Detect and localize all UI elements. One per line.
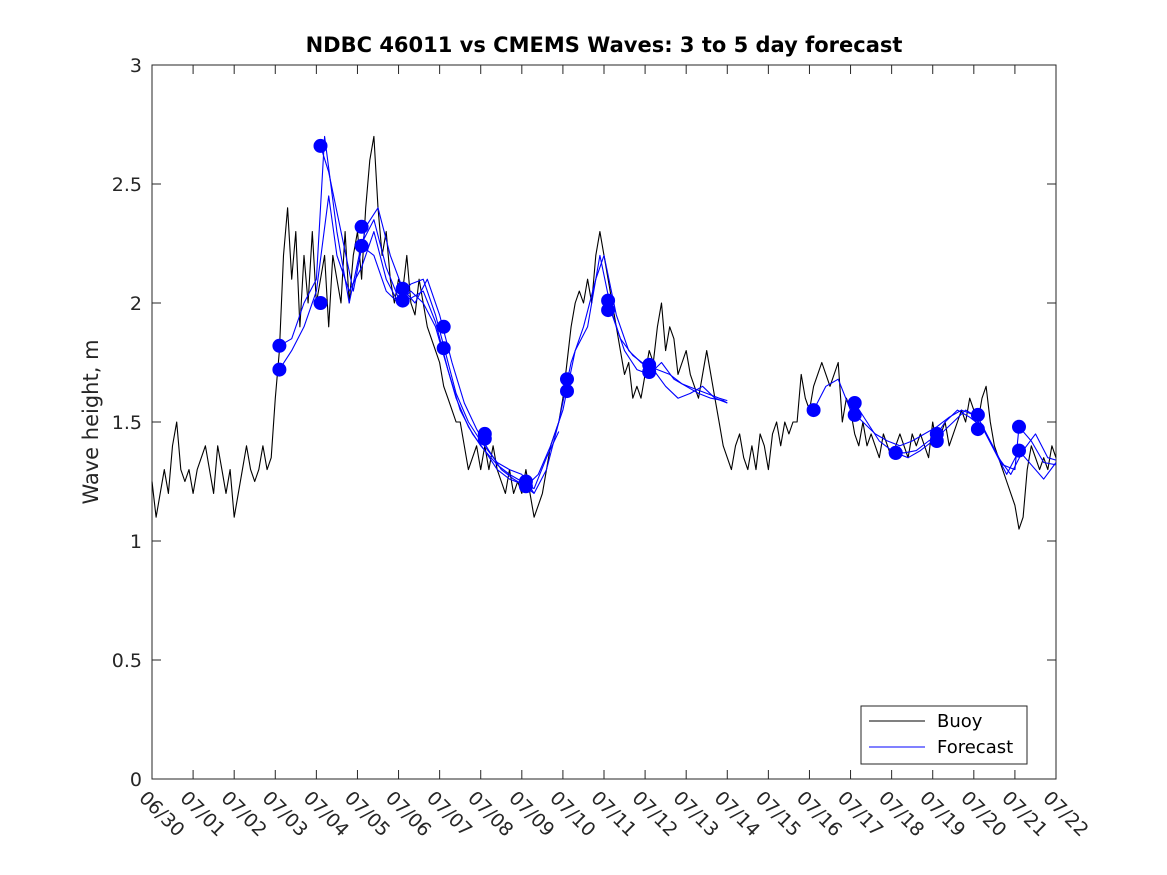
forecast-start-marker <box>436 341 451 356</box>
series-line-forecast <box>895 409 1057 480</box>
forecast-start-marker <box>477 431 492 446</box>
forecast-start-marker <box>313 296 328 310</box>
legend-box <box>860 705 1028 765</box>
y-tick-label: 1.5 <box>112 412 142 434</box>
forecast-start-marker <box>847 407 862 422</box>
forecast-start-marker <box>395 281 410 296</box>
forecast-start-marker <box>806 403 821 418</box>
y-axis: 0 0.5 1 1.5 2 2.5 3 <box>112 55 1056 791</box>
y-tick-label: 1 <box>130 531 142 553</box>
forecast-start-marker <box>642 365 657 379</box>
y-tick-label: 2.5 <box>112 174 142 196</box>
series-line-forecast <box>607 300 728 402</box>
forecast-start-marker <box>970 422 985 437</box>
forecast-start-marker <box>1012 443 1026 458</box>
series-line-forecast <box>278 195 560 490</box>
y-tick-label: 3 <box>130 55 142 77</box>
y-axis-label: Wave height, m <box>79 339 103 504</box>
forecast-start-marker <box>272 362 287 377</box>
chart-title: NDBC 46011 vs CMEMS Waves: 3 to 5 day fo… <box>306 33 903 57</box>
forecast-start-marker <box>601 303 616 318</box>
y-tick-label: 2 <box>130 293 142 315</box>
forecast-start-marker <box>313 138 328 153</box>
forecast-start-marker <box>888 445 903 460</box>
legend-label-buoy: Buoy <box>937 711 983 732</box>
legend-label-forecast: Forecast <box>937 737 1013 758</box>
forecast-start-marker <box>395 293 410 308</box>
forecast-start-marker <box>970 407 985 422</box>
plot-area <box>151 64 1057 780</box>
y-tick-label: 0.5 <box>112 650 142 672</box>
forecast-start-marker <box>436 319 451 334</box>
forecast-start-marker <box>560 384 574 399</box>
forecast-start-marker <box>560 372 574 387</box>
forecast-start-marker <box>847 396 862 410</box>
series-line-forecast <box>361 245 728 494</box>
forecast-start-marker <box>929 434 944 448</box>
forecast-start-marker <box>1012 419 1026 434</box>
forecast-start-marker <box>354 219 369 234</box>
legend: Buoy Forecast <box>860 705 1028 765</box>
marker-layer <box>272 138 1026 494</box>
forecast-start-marker <box>354 238 369 253</box>
forecast-start-marker <box>518 479 533 494</box>
forecast-start-marker <box>272 338 287 353</box>
y-tick-label: 0 <box>130 769 142 791</box>
